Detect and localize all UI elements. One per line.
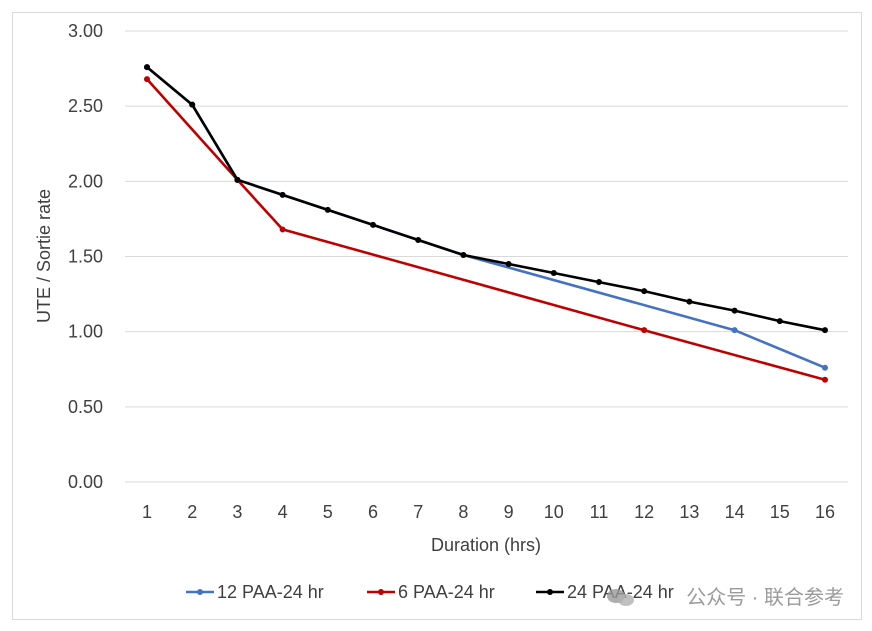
x-tick-label: 12 [634, 502, 654, 522]
x-tick-label: 11 [590, 502, 609, 522]
series-line [146, 66, 826, 332]
y-tick-label: 1.00 [68, 322, 103, 342]
series-line [146, 78, 826, 382]
data-point [641, 288, 648, 295]
x-tick-label: 15 [770, 502, 790, 522]
data-point [822, 364, 828, 371]
y-axis-title: UTE / Sortie rate [34, 189, 54, 323]
x-tick-label: 1 [142, 502, 152, 522]
data-point [822, 327, 828, 334]
x-tick-label: 3 [232, 502, 242, 522]
legend-label: 12 PAA-24 hr [217, 582, 324, 602]
y-tick-label: 3.00 [68, 21, 103, 41]
data-point [822, 376, 828, 383]
legend-swatch-marker [197, 589, 203, 595]
data-point [641, 327, 648, 334]
data-point [234, 176, 241, 183]
gridlines [125, 30, 848, 483]
legend-swatch-marker [547, 589, 553, 595]
watermark-text: 公众号 · 联合参考 [686, 586, 844, 609]
x-tick-label: 7 [413, 502, 423, 522]
data-point [776, 318, 783, 325]
y-tick-label: 2.00 [68, 171, 103, 191]
watermark: 公众号 · 联合参考 [607, 586, 844, 609]
legend-swatch-marker [378, 589, 384, 595]
chart-frame [12, 12, 862, 620]
x-tick-label: 16 [815, 502, 835, 522]
x-axis-ticks: 1 2 3 4 5 6 7 8 9 10 11 12 13 14 15 16 [142, 502, 835, 522]
y-tick-label: 0.00 [68, 472, 103, 492]
data-point [144, 64, 150, 71]
y-tick-label: 0.50 [68, 397, 103, 417]
series-lines [144, 64, 828, 383]
x-tick-label: 9 [504, 502, 514, 522]
data-point [550, 270, 557, 277]
data-point [324, 206, 331, 213]
data-point [505, 261, 512, 268]
data-point [596, 279, 602, 286]
x-tick-label: 8 [458, 502, 468, 522]
data-point [144, 76, 150, 83]
data-point [189, 101, 196, 108]
x-tick-label: 6 [368, 502, 378, 522]
y-tick-label: 1.50 [68, 247, 103, 267]
x-tick-label: 14 [725, 502, 745, 522]
data-point [686, 298, 693, 305]
x-tick-label: 10 [544, 502, 564, 522]
x-tick-label: 2 [187, 502, 197, 522]
data-point [415, 236, 422, 243]
x-tick-label: 13 [679, 502, 699, 522]
data-point [731, 327, 738, 334]
data-point [731, 307, 738, 314]
x-tick-label: 4 [278, 502, 288, 522]
data-point [279, 191, 286, 198]
x-tick-label: 5 [323, 502, 333, 522]
y-axis-ticks: 0.00 0.50 1.00 1.50 2.00 2.50 3.00 [68, 21, 103, 492]
series-line [146, 66, 826, 369]
x-axis-title: Duration (hrs) [431, 535, 541, 555]
y-tick-label: 2.50 [68, 96, 103, 116]
legend-label: 6 PAA-24 hr [398, 582, 495, 602]
data-point [460, 251, 467, 258]
data-point [279, 226, 286, 233]
wechat-icon [607, 589, 634, 606]
data-point [370, 221, 376, 228]
